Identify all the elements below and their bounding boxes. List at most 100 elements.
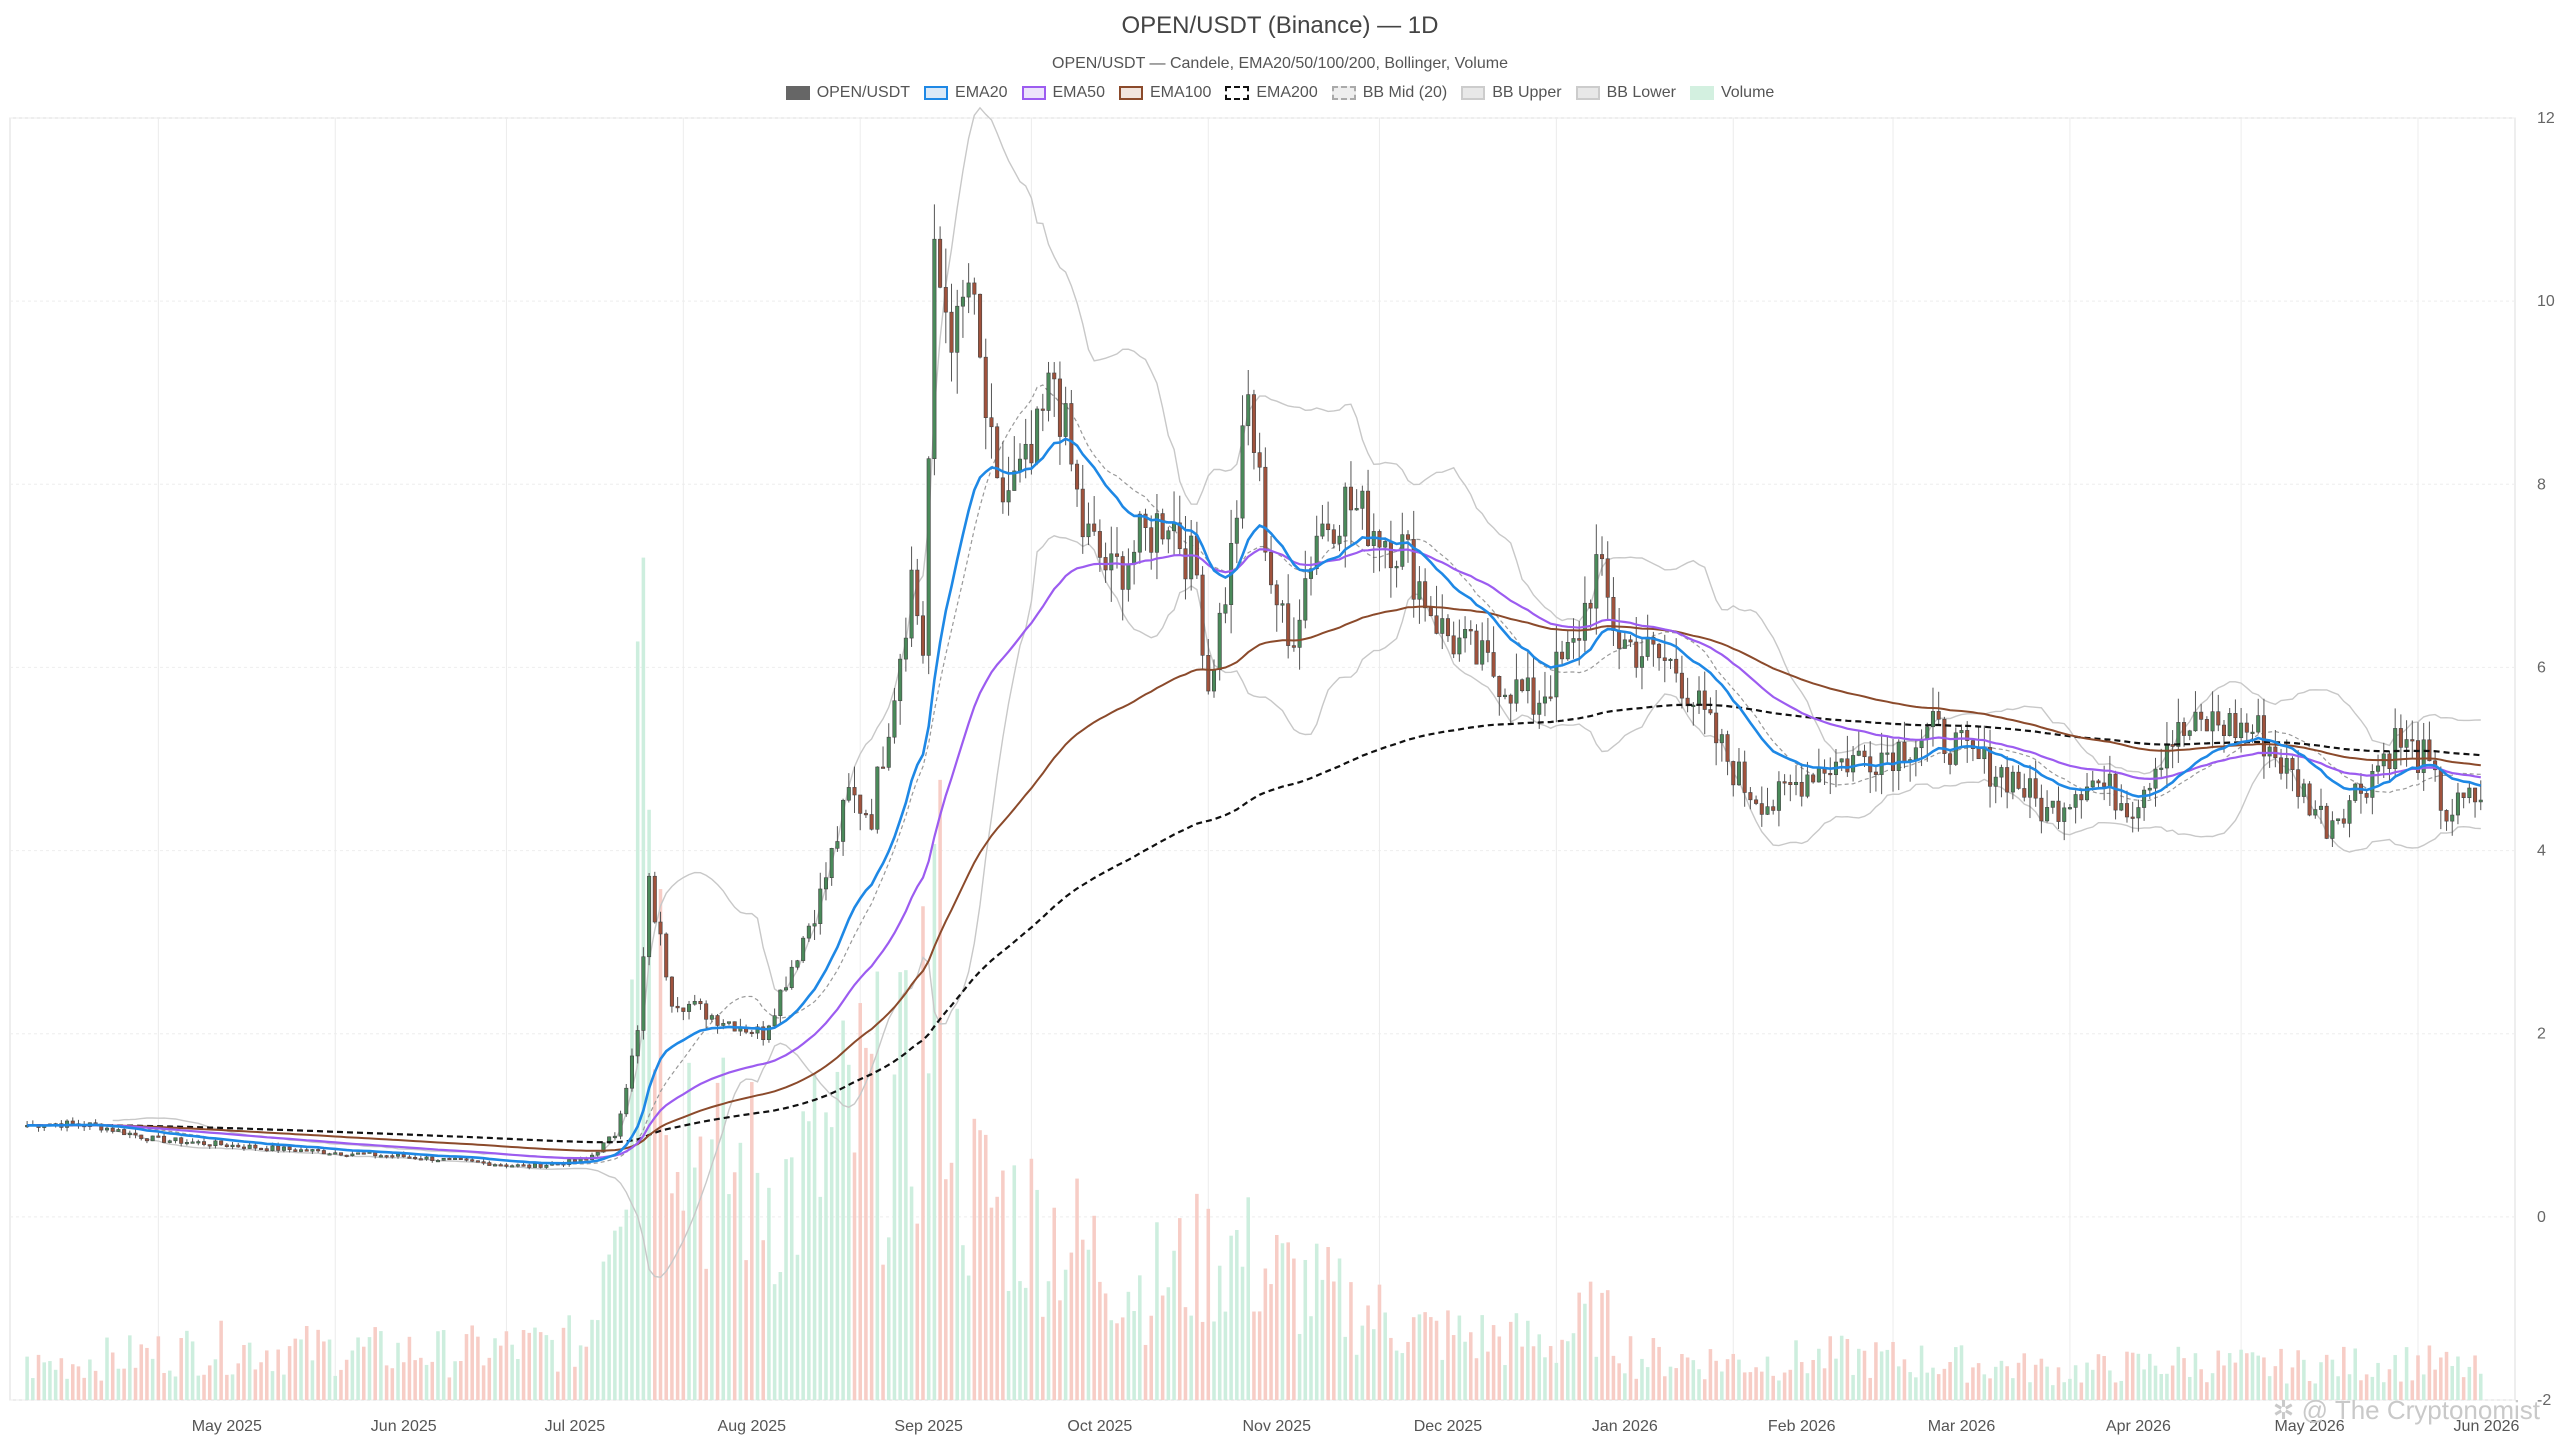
candle-body: [1314, 535, 1319, 570]
volume-bar: [1235, 1229, 1239, 1400]
volume-bar: [818, 1196, 823, 1400]
candle-body: [2050, 800, 2055, 808]
volume-bar: [2159, 1374, 2163, 1400]
candle-body: [2455, 792, 2460, 816]
candle-body: [629, 1055, 634, 1089]
volume-bar: [767, 1187, 771, 1400]
watermark: ✲ @ The Cryptonomist: [2272, 1395, 2540, 1425]
volume-bar: [858, 1003, 862, 1400]
volume-bar: [2216, 1350, 2221, 1400]
volume-bar: [2467, 1366, 2472, 1400]
candle-body: [2387, 753, 2392, 769]
candle-body: [2307, 783, 2312, 816]
legend-item-ema200[interactable]: EMA200: [1225, 84, 1318, 102]
legend-item-bb-upper[interactable]: BB Upper: [1461, 84, 1562, 102]
legend-label: OPEN/USDT: [816, 84, 911, 101]
y-tick-label: 4: [2537, 843, 2546, 860]
volume-bar: [1583, 1303, 1587, 1400]
candle-body: [869, 814, 874, 830]
volume-bar: [2210, 1373, 2215, 1400]
candle-body: [2107, 773, 2112, 787]
volume-bar: [2307, 1381, 2312, 1400]
volume-bar: [915, 1223, 920, 1400]
volume-bar: [1280, 1243, 1285, 1400]
volume-bar: [1206, 1208, 1211, 1400]
candle-body: [909, 569, 914, 639]
candle-body: [1970, 740, 1975, 749]
candle-body: [116, 1129, 121, 1132]
legend-item-bb-mid-20-[interactable]: BB Mid (20): [1331, 84, 1447, 102]
volume-bar: [653, 1069, 657, 1400]
volume-bar: [202, 1374, 206, 1400]
candle-body: [2244, 722, 2249, 733]
volume-bar: [2016, 1362, 2021, 1400]
candle-body: [2022, 788, 2027, 798]
candle-body: [378, 1155, 383, 1158]
candle-body: [618, 1113, 623, 1137]
candle-body: [390, 1155, 395, 1158]
candle-body: [1200, 574, 1205, 656]
volume-bar: [647, 809, 651, 1400]
volume-bar: [550, 1339, 554, 1400]
volume-bar: [93, 1370, 98, 1400]
volume-bar: [128, 1335, 132, 1400]
candle-body: [544, 1164, 549, 1168]
legend-item-bb-lower[interactable]: BB Lower: [1575, 84, 1676, 102]
volume-bar: [898, 972, 902, 1400]
volume-bar: [521, 1330, 526, 1400]
volume-bar: [847, 1064, 851, 1400]
candle-body: [812, 923, 817, 927]
volume-bar: [1896, 1366, 1901, 1400]
legend-item-volume[interactable]: Volume: [1689, 84, 1774, 102]
volume-bar: [1514, 1313, 1519, 1400]
volume-bar: [339, 1369, 343, 1400]
candle-body: [915, 569, 920, 617]
volume-bar: [1811, 1359, 1815, 1400]
candle-body: [1588, 602, 1593, 609]
candle-body: [1514, 679, 1519, 704]
candle-body: [1754, 799, 1759, 804]
volume-bar: [2381, 1382, 2386, 1400]
volume-bar: [310, 1360, 315, 1400]
candle-body: [104, 1127, 110, 1131]
volume-bar: [53, 1369, 58, 1400]
legend-item-open-usdt[interactable]: OPEN/USDT: [785, 84, 911, 102]
x-tick-label: Mar 2026: [1928, 1418, 1996, 1435]
candle-body: [224, 1144, 229, 1148]
candle-body: [806, 925, 811, 939]
volume-bar: [909, 1186, 914, 1400]
candle-body: [1154, 513, 1159, 553]
volume-bar: [1069, 1252, 1074, 1400]
volume-bar: [1423, 1312, 1427, 1400]
legend-item-ema100[interactable]: EMA100: [1118, 84, 1211, 102]
volume-bar: [1366, 1305, 1370, 1400]
volume-bar: [966, 1275, 971, 1400]
legend-item-ema50[interactable]: EMA50: [1021, 84, 1105, 102]
candle-body: [938, 238, 943, 288]
candle-body: [852, 787, 857, 796]
candle-body: [99, 1123, 104, 1131]
volume-bar: [2170, 1365, 2175, 1400]
volume-bar: [1731, 1353, 1736, 1400]
volume-bar: [1834, 1358, 1838, 1400]
candle-body: [424, 1156, 429, 1160]
volume-bar: [2182, 1358, 2186, 1400]
candle-body: [2296, 769, 2301, 797]
x-tick-label: May 2026: [2274, 1418, 2344, 1435]
candle-body: [1657, 643, 1662, 659]
volume-bar: [42, 1362, 47, 1400]
volume-bar: [2284, 1383, 2289, 1400]
candle-body: [2147, 787, 2152, 791]
legend-item-ema20[interactable]: EMA20: [924, 84, 1008, 102]
volume-bar: [1337, 1258, 1342, 1400]
candle-body: [2318, 805, 2324, 810]
volume-bar: [869, 1053, 874, 1400]
volume-bar: [761, 1240, 765, 1400]
volume-bar: [350, 1350, 355, 1400]
candle-body: [1668, 658, 1673, 662]
candle-body: [167, 1140, 172, 1143]
volume-bar: [2102, 1355, 2106, 1400]
candle-body: [1428, 607, 1433, 617]
volume-bar: [510, 1344, 514, 1400]
